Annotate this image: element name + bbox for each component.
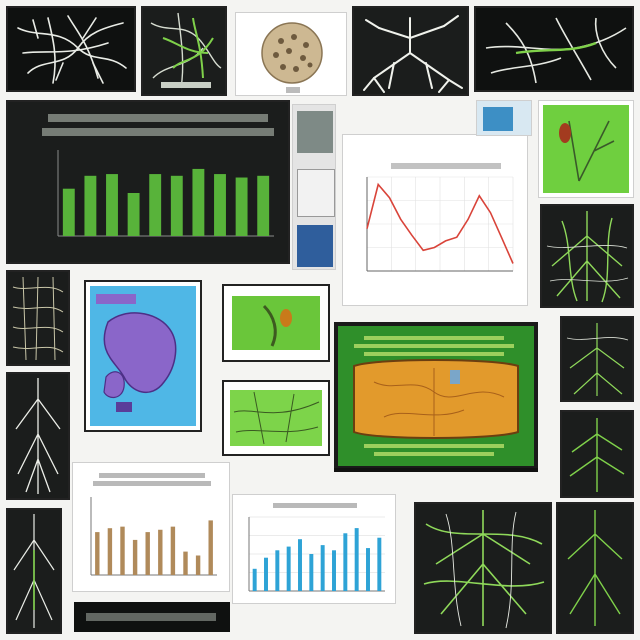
organ-model-panel [84,280,202,432]
bar [354,528,359,591]
blue-heading-block [273,503,357,508]
bar [377,537,382,591]
bar [183,551,188,575]
bottom-label-bar [74,602,230,632]
root-photo-left-1 [6,270,70,366]
tan-heading-block-2 [93,481,211,486]
blue-thumb-image [483,107,513,131]
bar [235,177,248,236]
root-photo-white-center [352,6,469,96]
root-network-icon [485,17,627,84]
bar [170,175,183,236]
line-chart-heading-block [391,163,501,169]
thumbnail-column [292,104,336,270]
small-blue-thumb [476,100,532,136]
tan-bar-panel [72,462,230,592]
root-network-icon [546,211,629,303]
leaf-icon [543,105,629,193]
thumb-bottom [297,225,333,267]
root-photo-top-left [6,6,136,92]
thumb-top [297,111,333,153]
organ-blob-icon [90,286,196,426]
bar [264,557,268,591]
bar [120,526,125,575]
bar [149,174,162,236]
green-specimen-top [222,284,330,362]
bar [332,550,336,591]
bar-chart-panel [6,100,290,264]
line-chart-svg [366,176,514,272]
root-photo-left-2 [6,372,70,500]
bottom-label-block [86,613,216,621]
bar [257,175,270,236]
bar [298,539,302,591]
bar [132,539,138,575]
root-photo-green-top [141,6,227,96]
root-photo-top-right [474,6,634,92]
leaf-icon [232,296,320,350]
bar [366,548,370,591]
bar [208,520,213,575]
root-photo-right-2 [560,316,634,402]
root-network-icon [423,510,545,629]
root-network-icon [12,276,64,361]
root-network-icon [150,12,222,89]
bar-chart-heading-block-2 [42,128,274,136]
tan-heading-block [99,473,205,478]
seed-ball-icon [261,22,323,93]
bar [62,188,75,236]
root-network-icon [17,15,127,84]
green-specimen-bottom [222,380,330,456]
tan-bar-svg [90,497,217,576]
green-leaf-panel [538,100,634,198]
bar [95,532,100,575]
bar [275,550,280,591]
bar [195,555,201,575]
bar [252,568,257,591]
root-photo-right-mid [540,204,634,308]
bar [145,532,150,575]
bar-chart-svg [57,150,274,237]
root-network-icon [13,514,55,628]
monitor-panel [334,322,538,472]
root-photo-bottom-right [556,502,634,634]
bar [192,168,205,236]
series-line [366,182,514,264]
root-photo-bottom-left [6,508,62,634]
root-network-icon [569,418,625,492]
root-network-icon [15,378,61,494]
bar-chart-heading-block [48,114,268,122]
bar [343,533,348,591]
root-network-icon [230,390,322,446]
root-photo-bottom-center [414,502,552,634]
bar [214,174,226,236]
bar [107,528,113,575]
blue-bar-svg [248,516,385,592]
thumb-middle [297,169,335,217]
blue-bar-panel [232,494,396,604]
seed-ball-panel [235,12,347,96]
bar [84,175,97,236]
root-photo-right-3 [560,410,634,498]
bar [106,174,118,236]
bar [320,545,325,591]
bar [127,193,140,236]
bar [158,529,163,575]
root-network-icon [363,15,463,93]
bar [286,546,291,591]
monitor-icon [334,326,538,472]
root-network-icon [567,510,623,626]
bar [170,526,176,575]
root-network-icon [566,323,629,396]
line-chart-panel [342,134,528,306]
bar [309,554,314,591]
photo-strip-caption [161,82,211,88]
